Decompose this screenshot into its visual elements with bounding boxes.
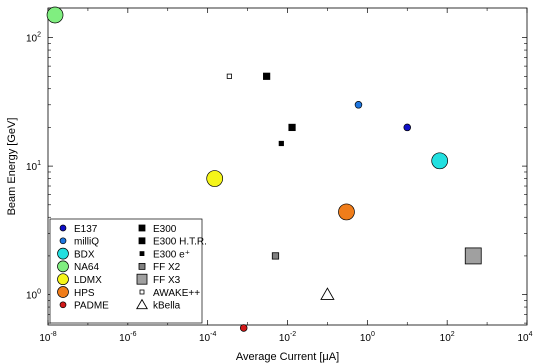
x-axis-label: Average Current [μA] <box>236 351 339 363</box>
y-axis-label: Beam Energy [GeV] <box>6 118 18 216</box>
kbella-marker <box>136 298 148 310</box>
e137-marker <box>59 224 67 232</box>
legend-label: NA64 <box>74 262 99 273</box>
x-tick-label: 10-8 <box>39 331 56 344</box>
bdx-marker <box>57 247 69 260</box>
legend-label: FF X2 <box>153 262 181 273</box>
x-tick-label: 10-6 <box>119 331 136 344</box>
ff-x3-marker <box>136 273 148 285</box>
legend-item-e300: E300 <box>138 224 177 235</box>
legend-label: BDX <box>74 249 95 260</box>
y-tick-label: 100 <box>26 289 41 302</box>
legend-label: E300 <box>153 224 177 235</box>
legend-item-ldmx: LDMX <box>57 273 102 286</box>
kbella-marker <box>320 287 335 300</box>
legend-label: E137 <box>74 224 98 235</box>
legend-label: E300 e⁺ <box>153 249 190 260</box>
x-tick-label: 10-2 <box>279 331 296 344</box>
legend-label: AWAKE++ <box>153 288 200 299</box>
y-tick-label: 101 <box>26 160 41 173</box>
ff-x2-marker <box>138 262 146 270</box>
legend-label: milliQ <box>74 237 99 248</box>
e137-marker <box>403 123 412 132</box>
e300-h-t-r-marker <box>138 237 146 245</box>
e300-marker <box>288 123 296 132</box>
e300-marker <box>263 72 271 80</box>
na64-marker <box>57 260 69 273</box>
legend-item-ff-x2: FF X2 <box>138 262 181 273</box>
ldmx-marker <box>206 170 224 187</box>
legend-item-na64: NA64 <box>57 260 99 273</box>
e300-e-marker <box>139 251 145 257</box>
padme-marker <box>59 301 67 309</box>
e300-e-marker <box>278 140 284 147</box>
legend-label: kBella <box>153 301 181 312</box>
ff-x2-marker <box>271 252 280 260</box>
milliq-marker <box>354 101 363 109</box>
legend-label: HPS <box>74 288 95 299</box>
legend-item-e300-e: E300 e⁺ <box>139 249 190 260</box>
x-tick-label: 100 <box>360 331 375 344</box>
hps-marker <box>338 203 355 221</box>
x-tick-label: 10-4 <box>199 331 216 344</box>
milliq-marker <box>59 237 67 245</box>
hps-marker <box>57 286 69 298</box>
x-tick-label: 104 <box>517 331 532 344</box>
legend-item-e137: E137 <box>59 224 98 235</box>
legend-label: PADME <box>74 301 109 312</box>
data-points <box>46 6 482 332</box>
legend-label: E300 H.T.R. <box>153 237 207 248</box>
legend-item-bdx: BDX <box>57 247 95 260</box>
y-tick-label: 102 <box>26 32 41 45</box>
legend-label: FF X3 <box>153 275 181 286</box>
legend-item-kbella: kBella <box>136 298 181 312</box>
awake-marker <box>139 289 145 295</box>
padme-marker <box>239 324 248 332</box>
plot-frame <box>47 7 528 326</box>
legend-item-e300-h-t-r: E300 H.T.R. <box>138 237 207 248</box>
bdx-marker <box>431 152 449 170</box>
legend-item-milliq: milliQ <box>59 237 99 248</box>
legend-item-hps: HPS <box>57 286 95 299</box>
legend-item-awake: AWAKE++ <box>139 288 200 299</box>
na64-marker <box>46 6 64 24</box>
ff-x3-marker <box>464 247 482 265</box>
legend-box <box>49 218 203 324</box>
e300-marker <box>138 224 146 232</box>
legend-item-ff-x3: FF X3 <box>136 273 181 286</box>
legend-label: LDMX <box>74 275 102 286</box>
awake-marker <box>226 73 232 79</box>
x-tick-label: 102 <box>440 331 455 344</box>
axis-ticks: 10-8 10-6 10-4 10-2 100 102 104 100 101 102 <box>26 8 533 344</box>
legend-item-padme: PADME <box>59 301 109 312</box>
ldmx-marker <box>57 273 69 286</box>
